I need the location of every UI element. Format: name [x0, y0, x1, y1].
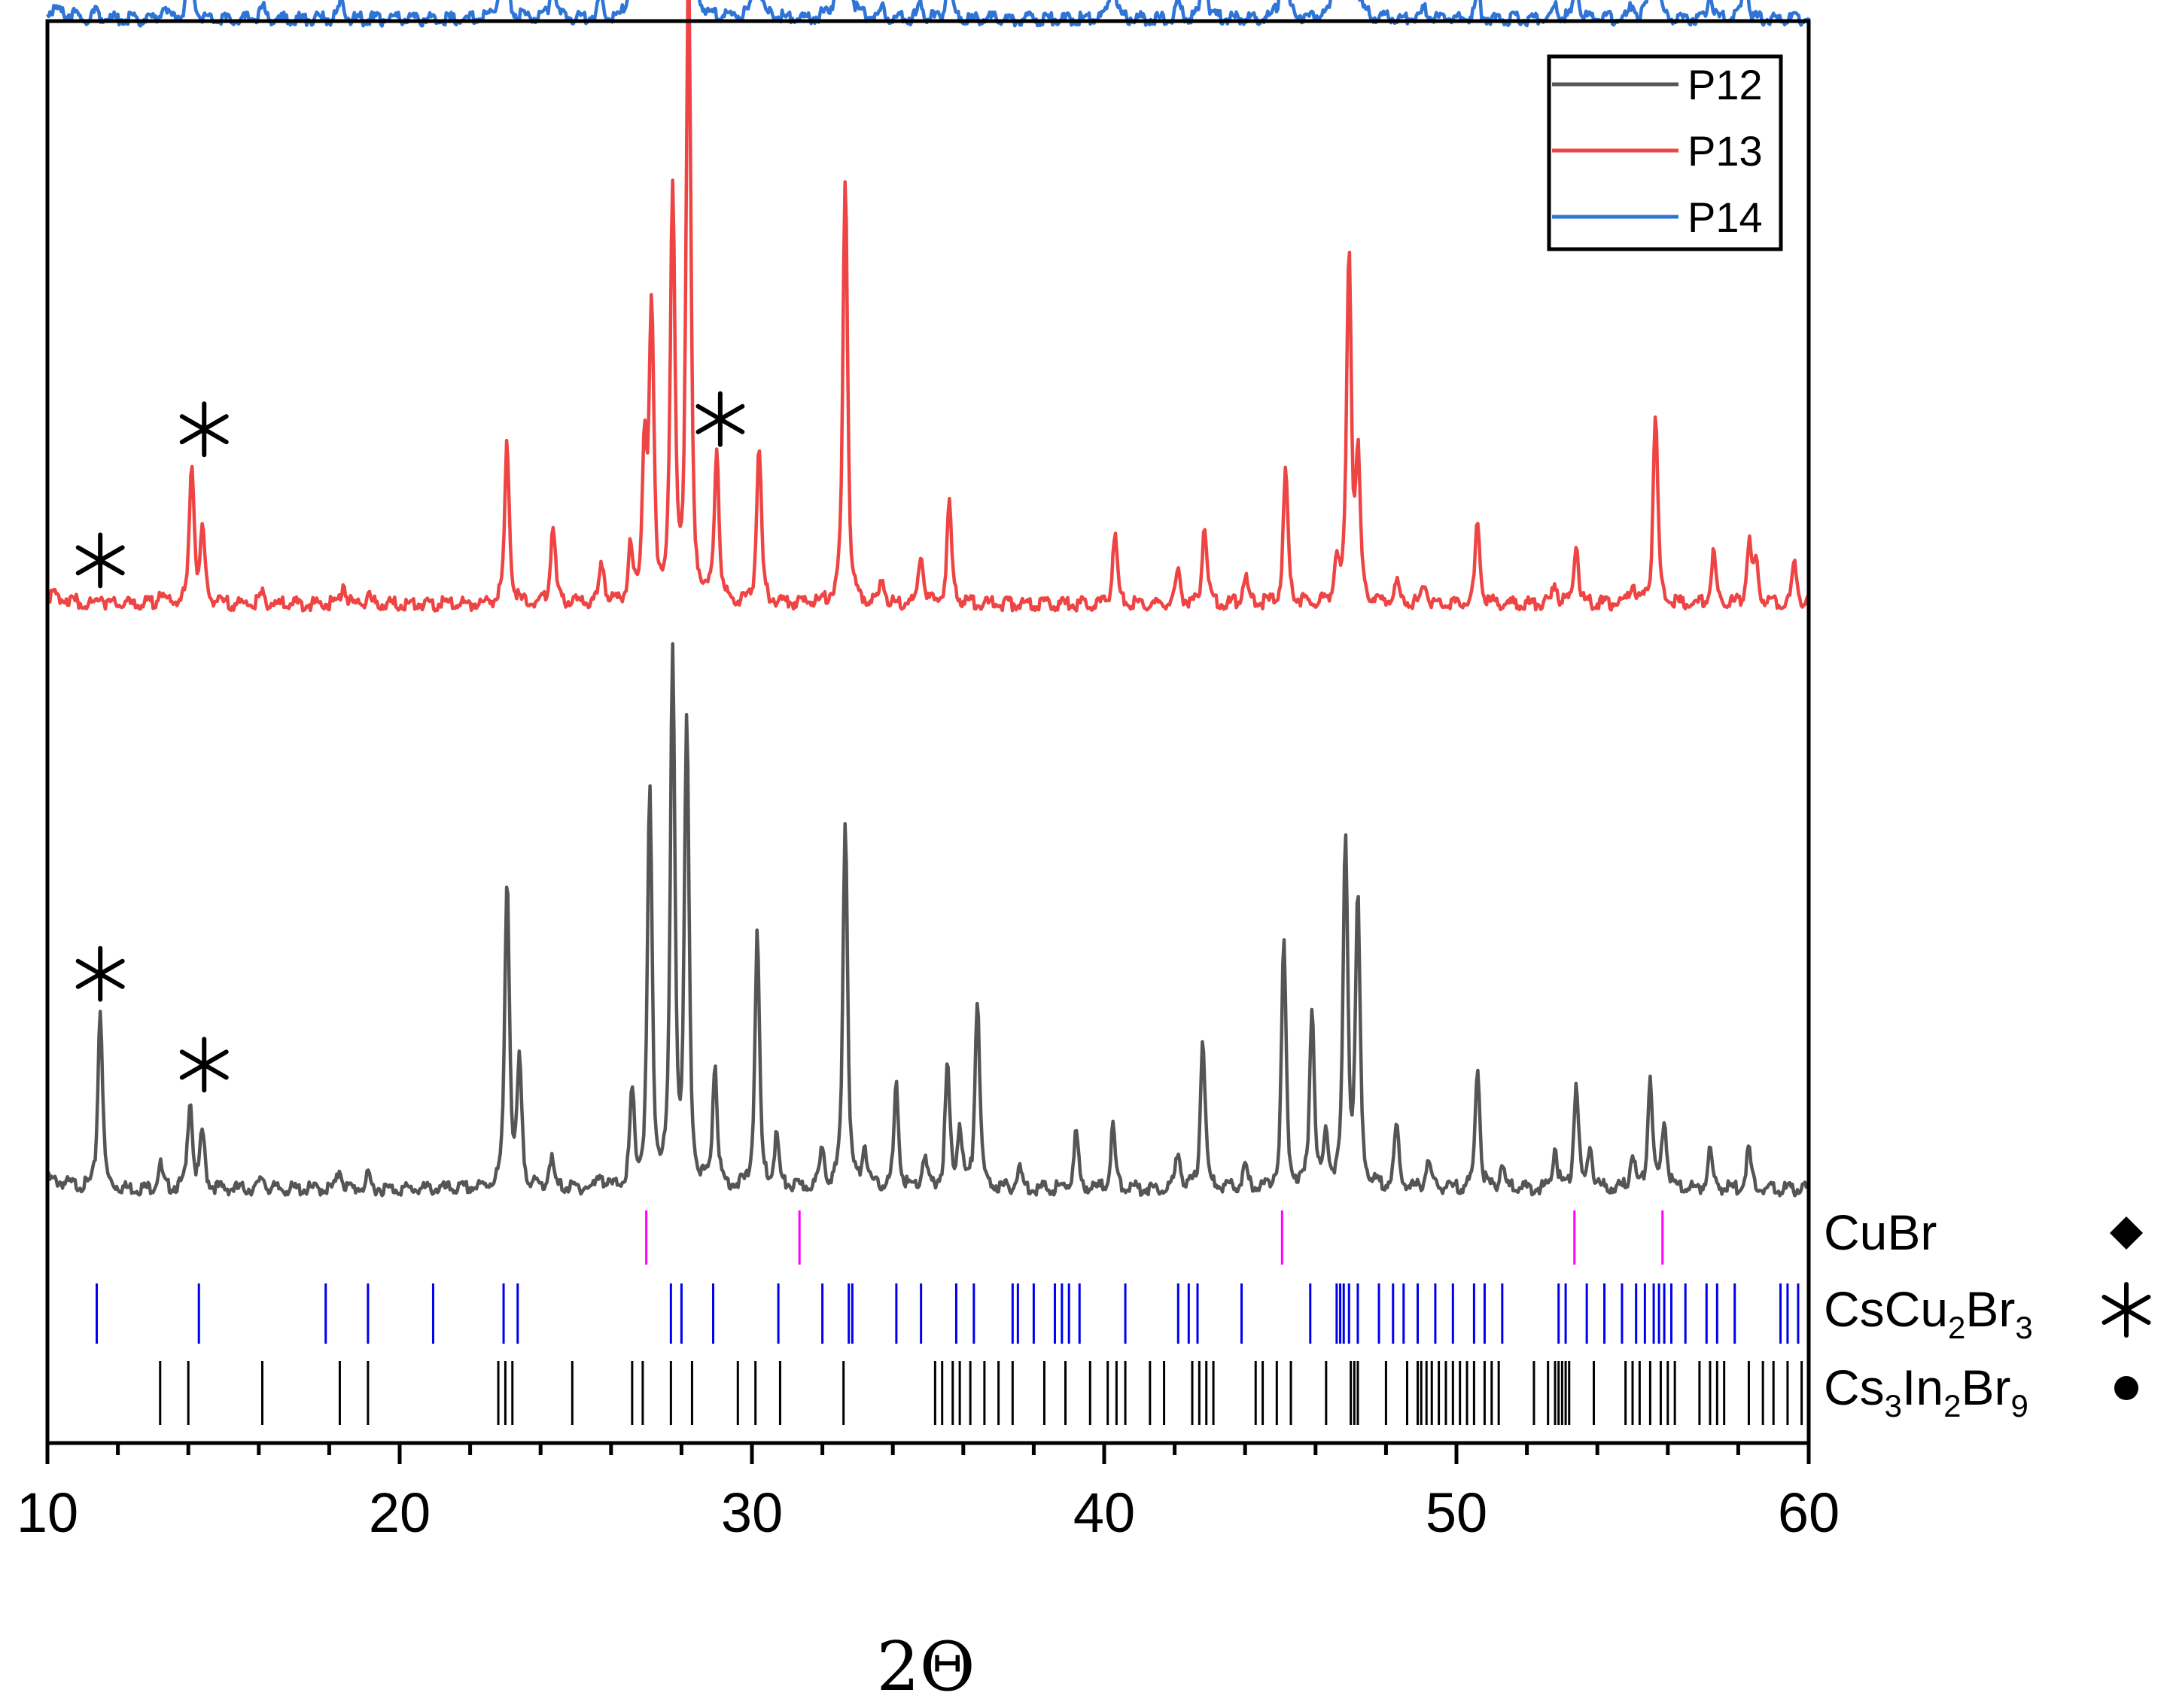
peak-marker-p13-star-icon: [179, 401, 229, 458]
x-axis: 10 20 30 40 50 60: [17, 1443, 1840, 1544]
legend-label-p13: P13: [1688, 127, 1763, 175]
peak-marker-p13-star-icon: [75, 532, 125, 589]
x-tick-label: 40: [1073, 1481, 1135, 1544]
ref-label-cubr: CuBr: [1824, 1204, 1937, 1260]
peak-markers: [75, 391, 745, 1093]
reference-ticks: [96, 1210, 1803, 1425]
series-line-p13: [47, 0, 1810, 613]
legend-label-p12: P12: [1688, 61, 1763, 108]
peak-marker-p12-star-icon: [179, 1037, 229, 1093]
ref-label-cs3in2br9: Cs3In2Br9: [1824, 1359, 2028, 1423]
reference-labels: CuBr CsCu2Br3 Cs3In2Br9: [1824, 1204, 2151, 1423]
legend-label-p14: P14: [1688, 193, 1763, 241]
peak-marker-p12-star-icon: [75, 945, 125, 1002]
peak-marker-p13-star-icon: [695, 391, 745, 447]
ref-label-cscu2br3: CsCu2Br3: [1824, 1281, 2033, 1345]
x-tick-label: 60: [1778, 1481, 1840, 1544]
x-tick-label: 30: [721, 1481, 783, 1544]
x-tick-label: 10: [17, 1481, 78, 1544]
legend: P12 P13 P14: [1547, 54, 1783, 251]
x-axis-title: 2Θ: [876, 1627, 975, 1706]
plot-frame: [45, 19, 1811, 1445]
x-tick-label: 20: [369, 1481, 431, 1544]
ref-marker-cubr-diamond-icon: [2110, 1216, 2143, 1250]
series-layer: [45, 0, 1811, 1198]
ref-marker-cs3in2br9-dot-icon: [2114, 1376, 2138, 1400]
ref-marker-cscu2br3-star-icon: [2101, 1282, 2151, 1338]
x-tick-label: 50: [1426, 1481, 1487, 1544]
series-line-p12: [45, 642, 1810, 1198]
